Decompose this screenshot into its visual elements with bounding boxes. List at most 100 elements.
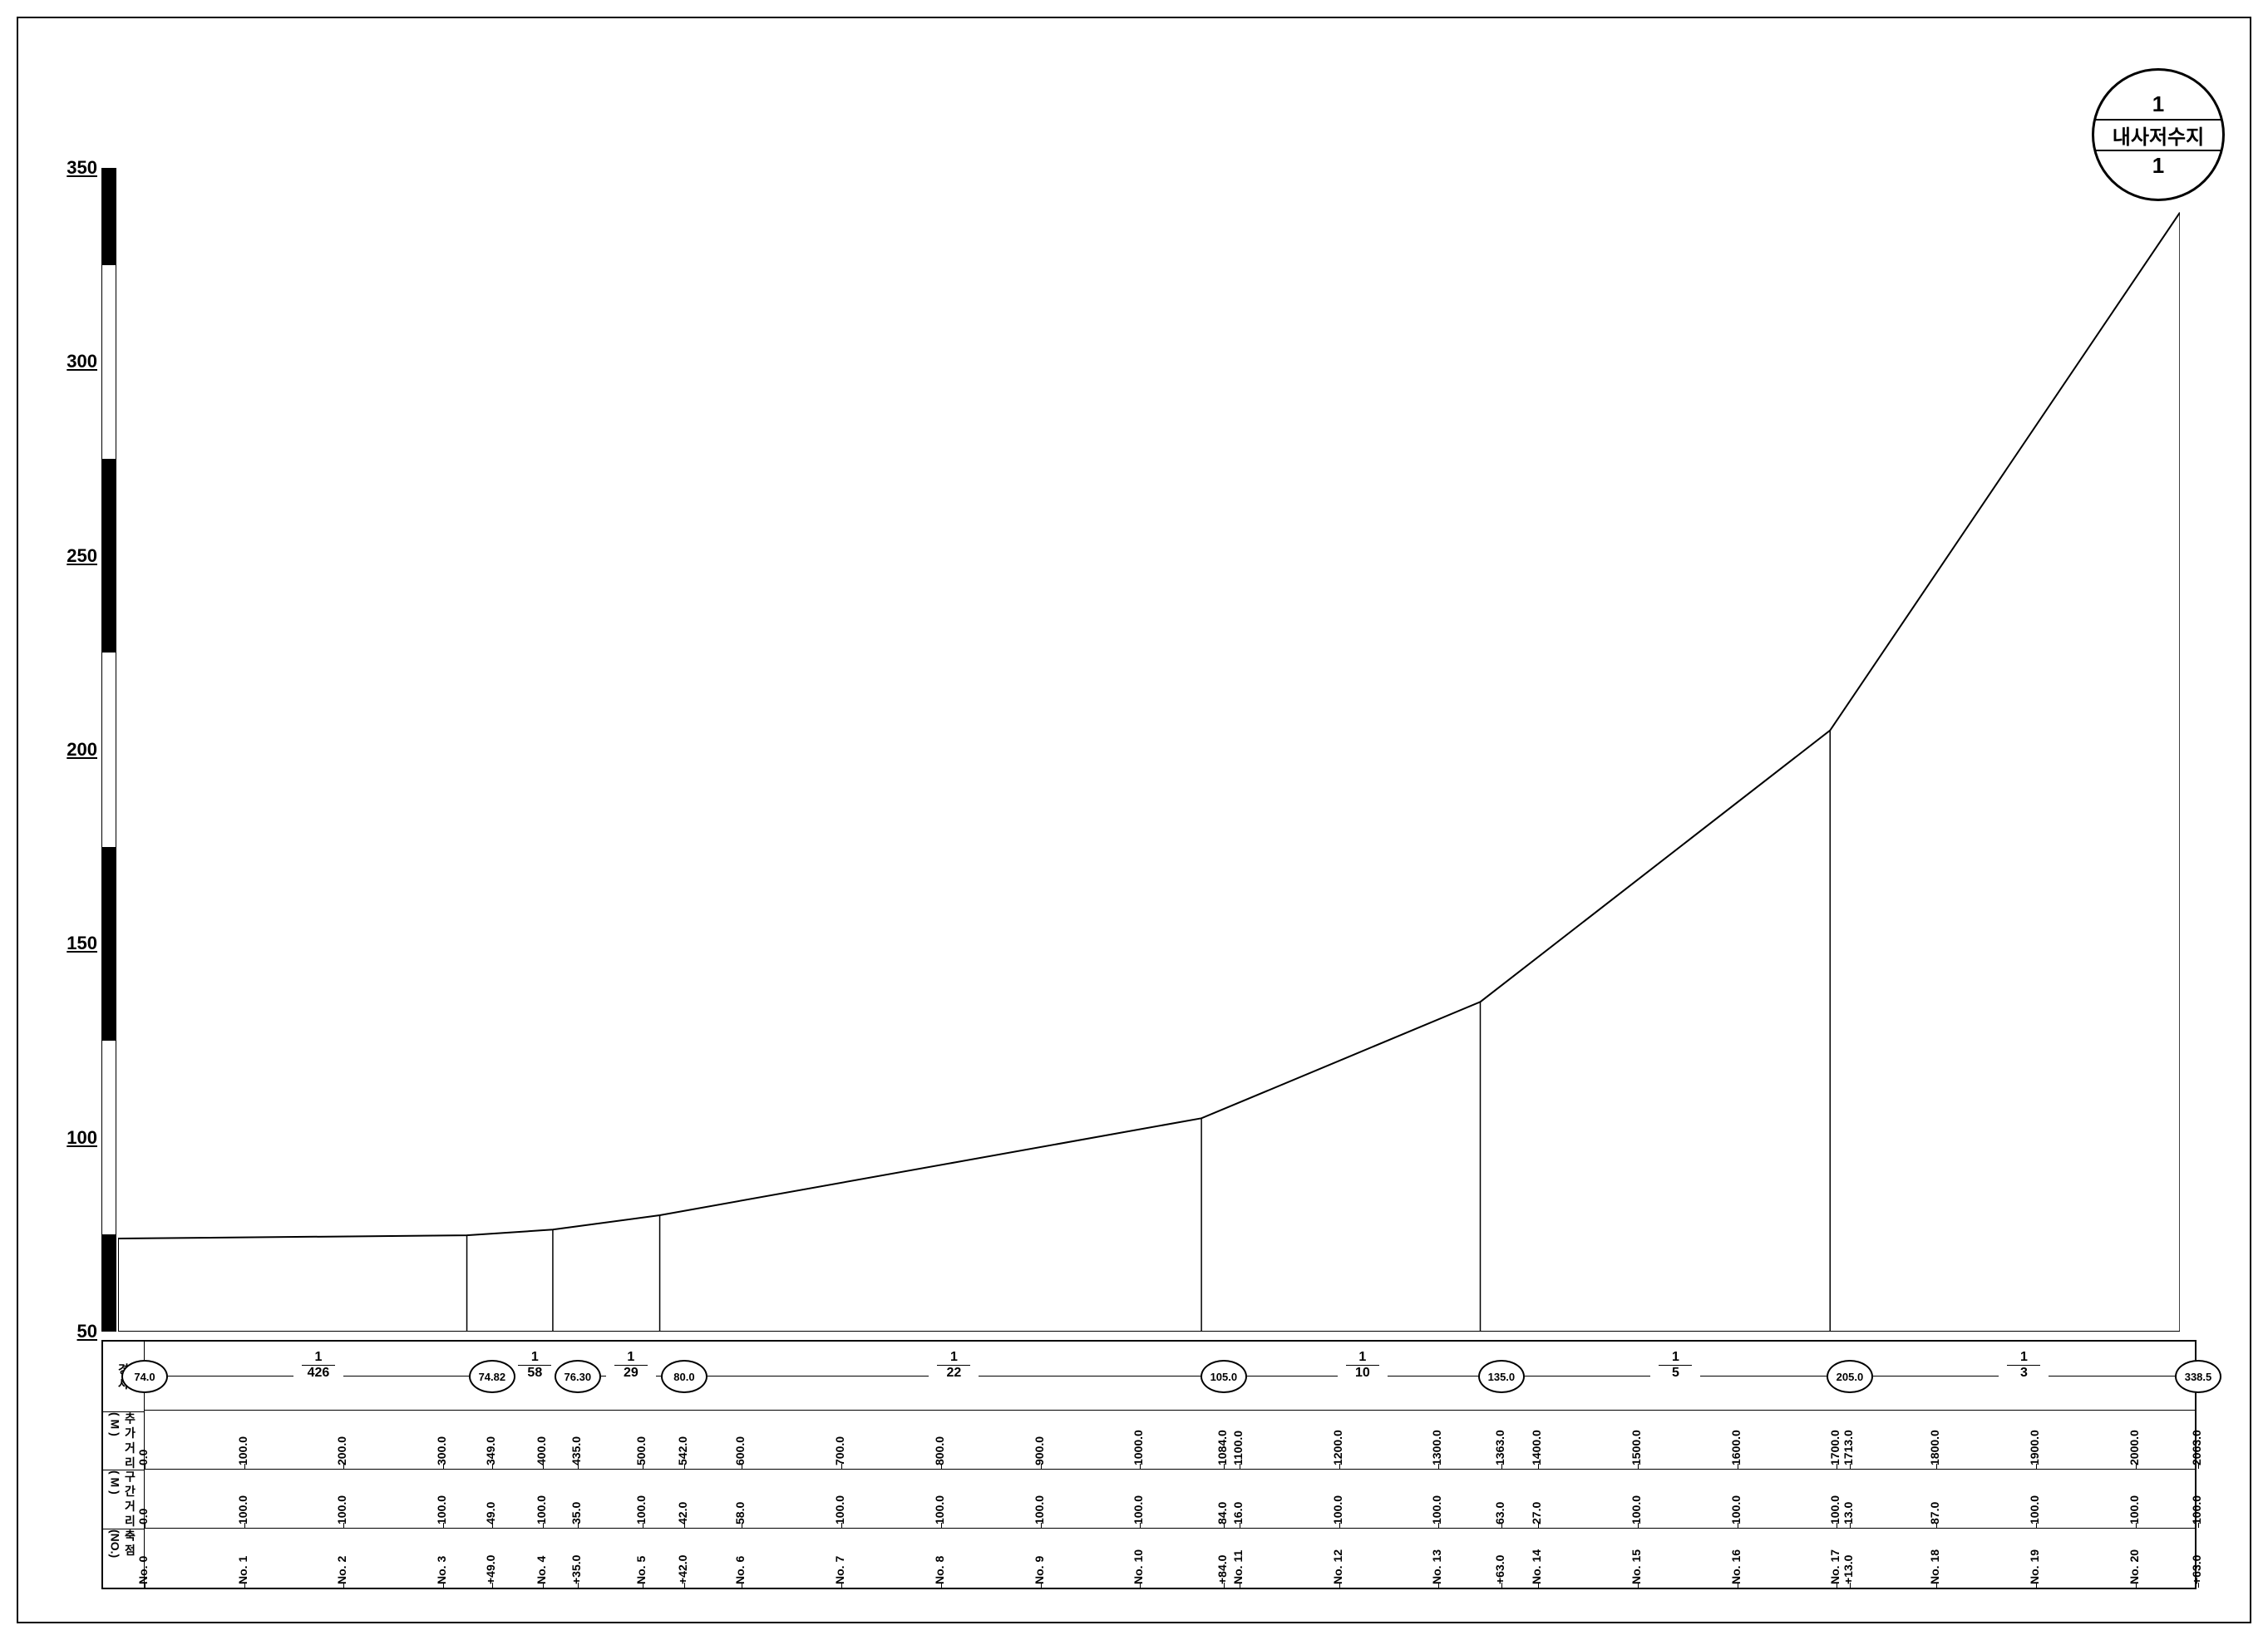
seg-distance-label: 0.0 <box>136 1508 150 1524</box>
station-label: No. 12 <box>1331 1549 1344 1584</box>
station-label: No. 5 <box>634 1556 648 1584</box>
cum-distance-label: 1100.0 <box>1231 1431 1245 1465</box>
seg-distance-label: 100.0 <box>2127 1495 2141 1524</box>
y-tick-label: 350 <box>67 157 97 179</box>
seg-distance-label: 49.0 <box>484 1502 497 1524</box>
cum-distance-label: 700.0 <box>833 1436 846 1465</box>
cum-distance-label: 1713.0 <box>1842 1430 1855 1465</box>
cum-distance-label: 2063.0 <box>2190 1430 2203 1465</box>
station-row: No. 0No. 1No. 2No. 3+49.0No. 4+35.0No. 5… <box>145 1529 2195 1588</box>
seg-distance-label: 58.0 <box>733 1502 747 1524</box>
cum-distance-label: 1200.0 <box>1331 1430 1344 1465</box>
elevation-bubble: 76.30 <box>555 1360 601 1393</box>
cum-distance-label: 1300.0 <box>1430 1430 1443 1465</box>
station-label: +49.0 <box>484 1555 497 1584</box>
slope-fraction: 129 <box>606 1350 656 1391</box>
station-label: No. 9 <box>1033 1556 1046 1584</box>
seg-distance-label: 100.0 <box>535 1495 548 1524</box>
station-label: No. 18 <box>1928 1549 1941 1584</box>
station-label: No. 7 <box>833 1556 846 1584</box>
station-label: No. 16 <box>1729 1549 1743 1584</box>
station-label: +42.0 <box>676 1555 689 1584</box>
cum-distance-label: 1500.0 <box>1630 1430 1643 1465</box>
elevation-bubble: 74.82 <box>469 1360 515 1393</box>
seg-distance-label: 63.0 <box>1493 1502 1506 1524</box>
elevation-bubble: 105.0 <box>1201 1360 1247 1393</box>
elevation-bubble: 338.5 <box>2175 1360 2221 1393</box>
station-label: No. 19 <box>2028 1549 2041 1584</box>
slope-fraction: 1426 <box>293 1350 343 1391</box>
station-label: No. 1 <box>236 1556 249 1584</box>
seg-distance-label: 100.0 <box>1033 1495 1046 1524</box>
seg-distance-label: 87.0 <box>1928 1502 1941 1524</box>
station-label: No. 2 <box>335 1556 348 1584</box>
cum-distance-label: 542.0 <box>676 1436 689 1465</box>
seg-distance-label: 13.0 <box>1842 1502 1855 1524</box>
cum-distance-label: 1000.0 <box>1132 1430 1145 1465</box>
elevation-bubble: 135.0 <box>1478 1360 1525 1393</box>
chart-area: 50100150200250300350 <box>101 85 2180 1332</box>
station-label: No. 17 <box>1828 1549 1842 1584</box>
seg-distance-label: 100.0 <box>1828 1495 1842 1524</box>
seg-distance-label: 100.0 <box>833 1495 846 1524</box>
seg-distance-label: 100.0 <box>236 1495 249 1524</box>
seg-distance-label: 16.0 <box>1231 1502 1245 1524</box>
cum-distance-label: 1363.0 <box>1493 1430 1506 1465</box>
table-content: 74.074.8276.3080.0105.0135.0205.0338.514… <box>145 1342 2195 1588</box>
station-label: No. 20 <box>2127 1549 2141 1584</box>
cum-distance-label: 300.0 <box>435 1436 448 1465</box>
slope-row: 74.074.8276.3080.0105.0135.0205.0338.514… <box>145 1342 2195 1411</box>
cum-distance-label: 600.0 <box>733 1436 747 1465</box>
elevation-bubble: 80.0 <box>661 1360 708 1393</box>
seg-distance-label: 35.0 <box>569 1502 583 1524</box>
seg-distance-label: 100.0 <box>634 1495 648 1524</box>
seg-distance-label: 100.0 <box>933 1495 946 1524</box>
y-axis: 50100150200250300350 <box>101 168 118 1332</box>
station-label: No. 10 <box>1132 1549 1145 1584</box>
seg-distance-label: 100.0 <box>2190 1495 2203 1524</box>
station-label: No. 13 <box>1430 1549 1443 1584</box>
station-label: No. 4 <box>535 1556 548 1584</box>
data-table: 경 사 추 가 거 리 ( M ) 구 간 거 리 ( M ) 축 점 (NO.… <box>101 1340 2197 1589</box>
seg-distance-label: 84.0 <box>1215 1502 1229 1524</box>
station-label: No. 6 <box>733 1556 747 1584</box>
seg-distance-label: 100.0 <box>1729 1495 1743 1524</box>
station-label: No. 3 <box>435 1556 448 1584</box>
cum-distance-label: 349.0 <box>484 1436 497 1465</box>
seg-distance-label: 100.0 <box>2028 1495 2041 1524</box>
cum-distance-label: 800.0 <box>933 1436 946 1465</box>
slope-fraction: 158 <box>510 1350 560 1391</box>
slope-fraction: 122 <box>929 1350 979 1391</box>
cum-distance-label: 1084.0 <box>1215 1430 1229 1465</box>
cum-distance-label: 0.0 <box>136 1449 150 1465</box>
station-label: +35.0 <box>569 1555 583 1584</box>
cum-distance-label: 100.0 <box>236 1436 249 1465</box>
station-label: +13.0 <box>1842 1555 1855 1584</box>
y-tick-label: 50 <box>77 1321 97 1342</box>
cum-distance-label: 1400.0 <box>1530 1430 1543 1465</box>
cumdist-row: 0.0100.0200.0300.0349.0400.0435.0500.054… <box>145 1411 2195 1470</box>
seg-distance-label: 100.0 <box>1430 1495 1443 1524</box>
seg-distance-label: 27.0 <box>1530 1502 1543 1524</box>
cum-distance-label: 435.0 <box>569 1436 583 1465</box>
drawing-frame: 1 내사저수지 1 50100150200250300350 경 사 추 가 거… <box>17 17 2251 1623</box>
cum-distance-label: 200.0 <box>335 1436 348 1465</box>
cum-distance-label: 400.0 <box>535 1436 548 1465</box>
cum-distance-label: 1600.0 <box>1729 1430 1743 1465</box>
y-tick-label: 100 <box>67 1127 97 1149</box>
seg-distance-label: 100.0 <box>1132 1495 1145 1524</box>
station-label: No. 11 <box>1231 1550 1245 1584</box>
y-tick-label: 150 <box>67 933 97 954</box>
cum-distance-label: 500.0 <box>634 1436 648 1465</box>
station-label: +63.0 <box>1493 1555 1506 1584</box>
seg-distance-label: 100.0 <box>435 1495 448 1524</box>
seg-distance-label: 100.0 <box>335 1495 348 1524</box>
cum-distance-label: 1700.0 <box>1828 1430 1842 1465</box>
station-label: +63.0 <box>2190 1555 2203 1584</box>
seg-distance-label: 100.0 <box>1630 1495 1643 1524</box>
elevation-bubble: 205.0 <box>1827 1360 1873 1393</box>
y-tick-label: 200 <box>67 739 97 761</box>
station-label: No. 0 <box>136 1556 150 1584</box>
slope-fraction: 110 <box>1338 1350 1388 1391</box>
station-label: +84.0 <box>1215 1555 1229 1584</box>
